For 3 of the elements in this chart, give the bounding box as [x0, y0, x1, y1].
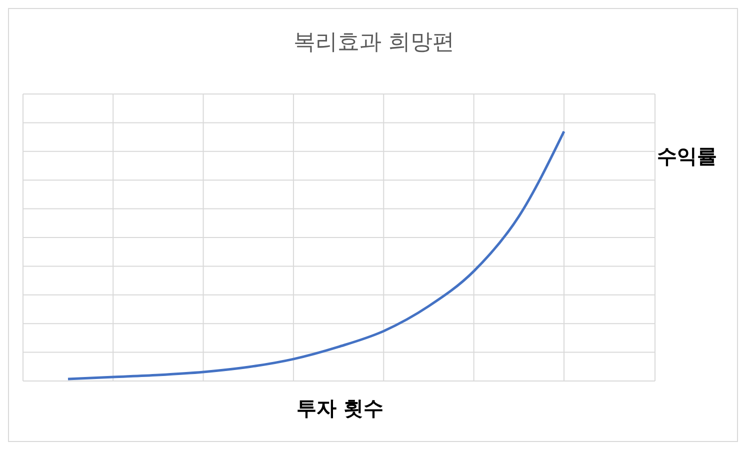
y-axis-title: 수익률: [657, 143, 717, 170]
x-axis-title: 투자 횟수: [296, 395, 384, 422]
chart-title: 복리효과 희망편: [292, 29, 456, 57]
